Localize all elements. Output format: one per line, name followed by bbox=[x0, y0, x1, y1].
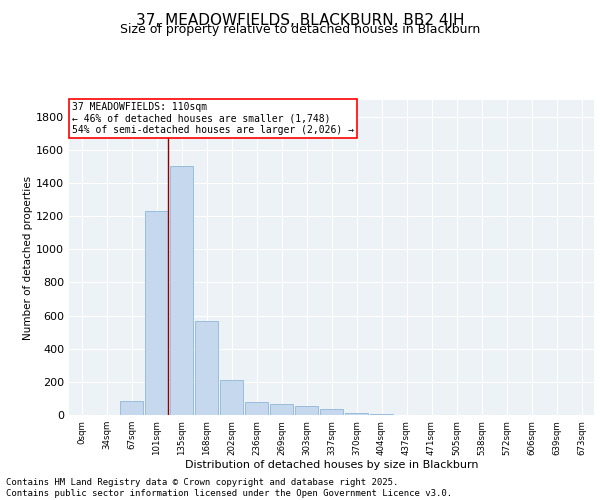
Bar bbox=[320, 409, 343, 415]
Text: Contains HM Land Registry data © Crown copyright and database right 2025.
Contai: Contains HM Land Registry data © Crown c… bbox=[6, 478, 452, 498]
Bar bbox=[120, 401, 143, 415]
Bar bbox=[220, 380, 243, 415]
Bar bbox=[170, 166, 193, 415]
Text: Size of property relative to detached houses in Blackburn: Size of property relative to detached ho… bbox=[120, 22, 480, 36]
Bar bbox=[195, 322, 218, 415]
X-axis label: Distribution of detached houses by size in Blackburn: Distribution of detached houses by size … bbox=[185, 460, 478, 470]
Bar bbox=[145, 211, 168, 415]
Y-axis label: Number of detached properties: Number of detached properties bbox=[23, 176, 33, 340]
Bar bbox=[345, 412, 368, 415]
Text: 37 MEADOWFIELDS: 110sqm
← 46% of detached houses are smaller (1,748)
54% of semi: 37 MEADOWFIELDS: 110sqm ← 46% of detache… bbox=[71, 102, 353, 135]
Bar bbox=[295, 406, 318, 415]
Bar bbox=[245, 402, 268, 415]
Bar bbox=[270, 404, 293, 415]
Text: 37, MEADOWFIELDS, BLACKBURN, BB2 4JH: 37, MEADOWFIELDS, BLACKBURN, BB2 4JH bbox=[136, 12, 464, 28]
Bar bbox=[370, 414, 393, 415]
